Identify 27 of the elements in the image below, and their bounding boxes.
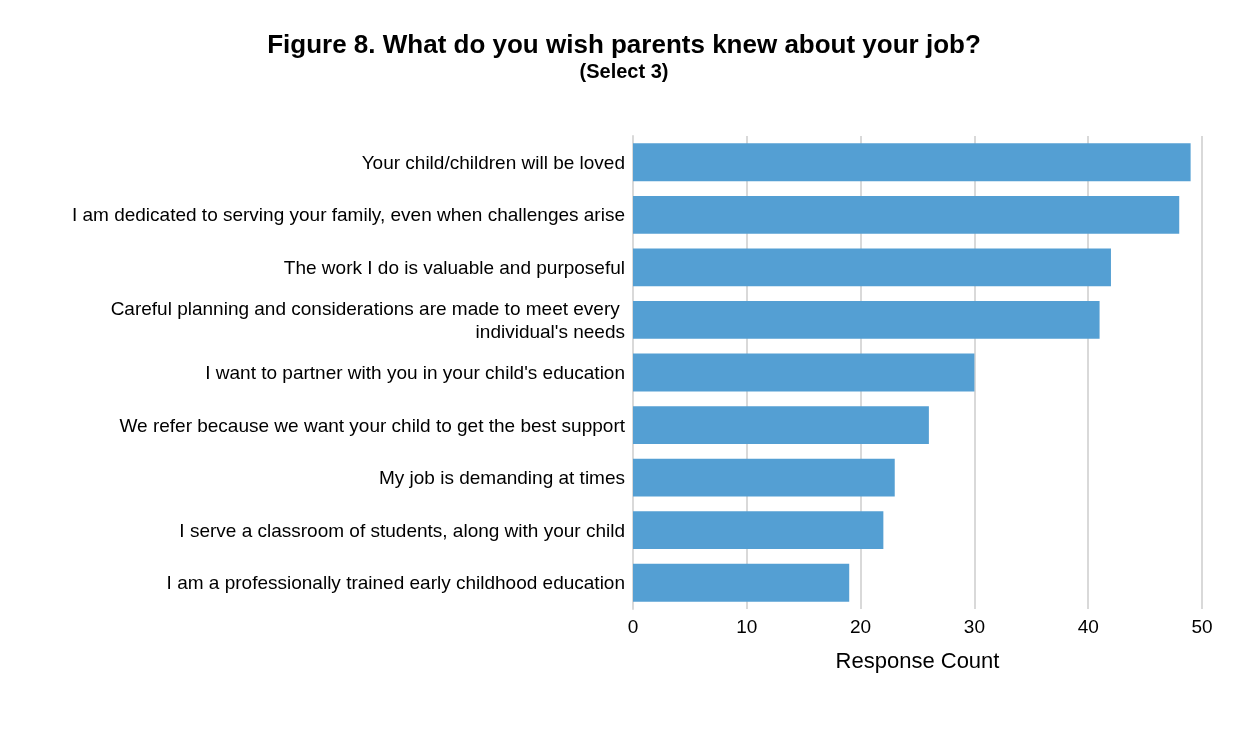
bar [633, 406, 929, 444]
y-tick-label: I am a professionally trained early childhood education [166, 572, 625, 594]
x-tick-label: 40 [1077, 616, 1099, 637]
y-tick-label: I am dedicated to serving your family, even when challenges arise [71, 204, 625, 226]
x-tick-label: 50 [1191, 616, 1213, 637]
y-tick-label: Careful planning and considerations are made to meet every individual's needs [110, 297, 625, 342]
chart-title: Figure 8. What do you wish parents knew about your job? [267, 29, 981, 59]
x-tick-label: 20 [850, 616, 872, 637]
y-tick-label: The work I do is valuable and purposeful [283, 256, 625, 278]
bar [633, 458, 895, 497]
y-tick-label: I want to partner with you in your child's education [205, 362, 625, 383]
bar [633, 143, 1191, 182]
x-axis-title: Response Count [835, 647, 1000, 673]
x-tick-label: 10 [736, 616, 758, 637]
bar [633, 248, 1111, 287]
chart-subtitle: (Select 3) [579, 60, 669, 82]
bar [633, 301, 1100, 339]
bar [633, 195, 1180, 234]
bar [633, 563, 850, 602]
y-tick-label: I serve a classroom of students, along with your child [179, 519, 625, 541]
x-tick-label: 0 [627, 616, 639, 637]
y-tick-label: My job is demanding at times [378, 467, 625, 489]
bar [633, 511, 884, 550]
y-tick-label: Your child/children will be loved [361, 151, 625, 173]
y-tick-label: We refer because we want your child to get the best support [119, 414, 626, 436]
x-tick-label: 30 [963, 616, 985, 637]
bar [633, 353, 975, 392]
